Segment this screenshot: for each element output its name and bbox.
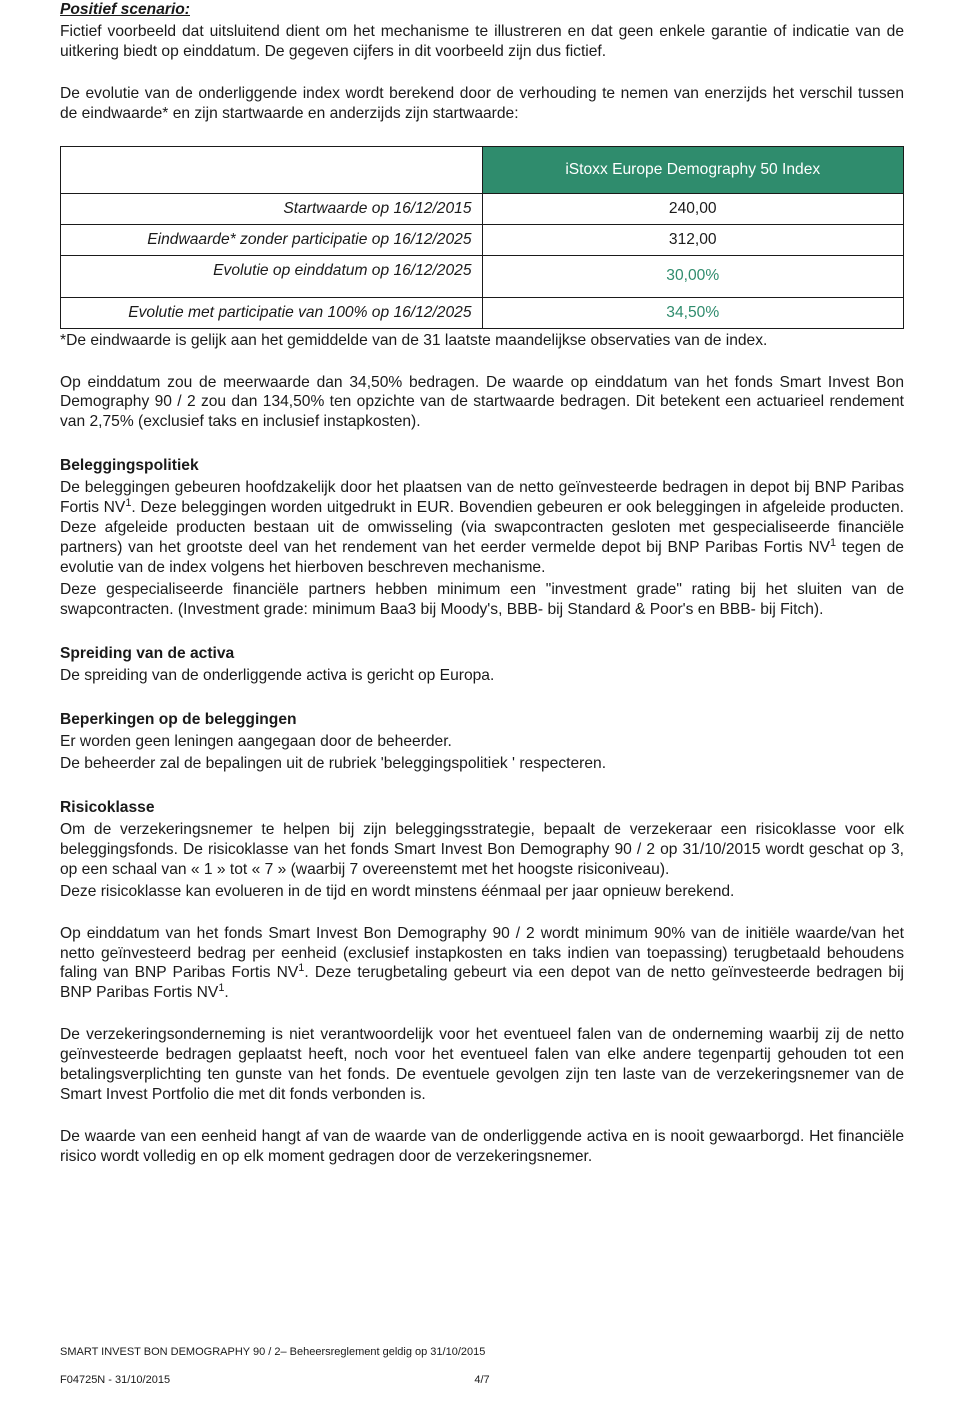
risicoklasse-p2: Deze risicoklasse kan evolueren in de ti…	[60, 882, 904, 902]
table-row: Eindwaarde* zonder participatie op 16/12…	[61, 224, 904, 255]
para-after-table: Op einddatum zou de meerwaarde dan 34,50…	[60, 373, 904, 433]
table-row-label: Eindwaarde* zonder participatie op 16/12…	[61, 224, 483, 255]
table-row-label: Evolutie op einddatum op 16/12/2025	[61, 255, 483, 297]
table-row-label: Startwaarde op 16/12/2015	[61, 193, 483, 224]
table-header: iStoxx Europe Demography 50 Index	[482, 146, 904, 193]
beperkingen-p1: Er worden geen leningen aangegaan door d…	[60, 732, 904, 752]
table-row-value: 312,00	[482, 224, 904, 255]
scenario-heading: Positief scenario:	[60, 0, 904, 20]
text: .	[224, 984, 228, 1001]
risicoklasse-p1: Om de verzekeringsnemer te helpen bij zi…	[60, 820, 904, 880]
table-row-value: 240,00	[482, 193, 904, 224]
table-row: Evolutie op einddatum op 16/12/2025 30,0…	[61, 255, 904, 297]
risicoklasse-title: Risicoklasse	[60, 798, 904, 818]
beleggingspolitiek-p1: De beleggingen gebeuren hoofdzakelijk do…	[60, 478, 904, 578]
footer-pagenum: 4/7	[474, 1373, 489, 1387]
beperkingen-title: Beperkingen op de beleggingen	[60, 710, 904, 730]
spreiding-p: De spreiding van de onderliggende activa…	[60, 666, 904, 686]
footer-docref: F04725N - 31/10/2015	[60, 1373, 170, 1387]
risicoklasse-p3: Op einddatum van het fonds Smart Invest …	[60, 924, 904, 1004]
page-footer: SMART INVEST BON DEMOGRAPHY 90 / 2– Behe…	[60, 1345, 904, 1387]
index-table: iStoxx Europe Demography 50 Index Startw…	[60, 146, 904, 329]
table-blank-header	[61, 146, 483, 193]
table-row: Startwaarde op 16/12/2015 240,00	[61, 193, 904, 224]
text: . Deze beleggingen worden uitgedrukt in …	[60, 499, 904, 556]
scenario-para2: De evolutie van de onderliggende index w…	[60, 84, 904, 124]
table-row-value: 34,50%	[482, 297, 904, 328]
scenario-intro: Fictief voorbeeld dat uitsluitend dient …	[60, 22, 904, 62]
table-row: Evolutie met participatie van 100% op 16…	[61, 297, 904, 328]
spreiding-title: Spreiding van de activa	[60, 644, 904, 664]
beperkingen-p2: De beheerder zal de bepalingen uit de ru…	[60, 754, 904, 774]
table-row-label: Evolutie met participatie van 100% op 16…	[61, 297, 483, 328]
table-footnote: *De eindwaarde is gelijk aan het gemidde…	[60, 331, 904, 351]
risicoklasse-p5: De waarde van een eenheid hangt af van d…	[60, 1127, 904, 1167]
footer-line1: SMART INVEST BON DEMOGRAPHY 90 / 2– Behe…	[60, 1345, 904, 1359]
beleggingspolitiek-title: Beleggingspolitiek	[60, 456, 904, 476]
table-row-value: 30,00%	[482, 255, 904, 297]
beleggingspolitiek-p2: Deze gespecialiseerde financiële partner…	[60, 580, 904, 620]
risicoklasse-p4: De verzekeringsonderneming is niet veran…	[60, 1025, 904, 1105]
